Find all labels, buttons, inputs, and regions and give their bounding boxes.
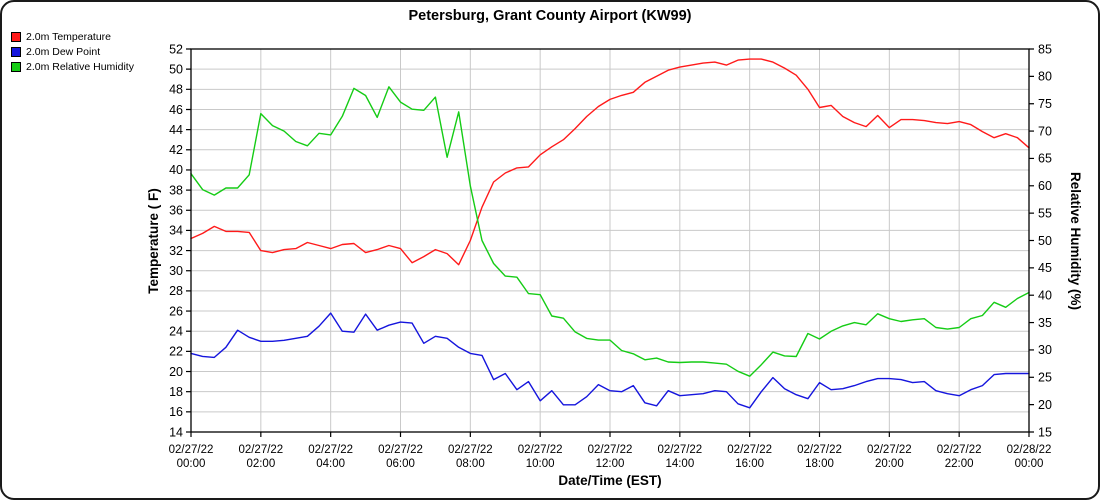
2-0m-relative-humidity-line: [190, 86, 1030, 377]
right-tick-label: 60: [1038, 179, 1052, 193]
right-tick-label: 50: [1038, 234, 1052, 248]
legend-swatch-icon: [11, 31, 21, 42]
legend-item: 2.0m Relative Humidity: [11, 59, 134, 74]
right-tick-label: 25: [1038, 371, 1052, 385]
x-tick-label: 02/27/22 18:00: [797, 444, 842, 470]
right-tick-label: 70: [1038, 124, 1052, 138]
right-tick-label: 15: [1038, 425, 1052, 439]
x-axis-title: Date/Time (EST): [558, 473, 661, 488]
left-tick-label: 20: [169, 365, 183, 379]
left-tick-label: 18: [169, 385, 183, 399]
left-tick-label: 32: [169, 244, 183, 258]
left-tick-label: 34: [169, 224, 183, 238]
left-tick-label: 30: [169, 264, 183, 278]
left-tick-label: 50: [169, 62, 183, 76]
left-tick-label: 16: [169, 405, 183, 419]
right-tick-label: 65: [1038, 152, 1052, 166]
right-tick-label: 20: [1038, 398, 1052, 412]
left-tick-label: 28: [169, 284, 183, 298]
legend-label: 2.0m Relative Humidity: [26, 60, 134, 73]
2-0m-temperature-line: [190, 58, 1030, 266]
legend-item: 2.0m Dew Point: [11, 44, 134, 59]
x-tick-label: 02/27/22 04:00: [308, 444, 353, 470]
data-series: [190, 58, 1030, 409]
x-tick-label: 02/27/22 06:00: [378, 444, 423, 470]
left-tick-label: 46: [169, 103, 183, 117]
x-tick-label: 02/27/22 02:00: [238, 444, 283, 470]
y-axis-left-title: Temperature ( F): [146, 188, 161, 294]
left-tick-label: 36: [169, 204, 183, 218]
legend-label: 2.0m Temperature: [26, 30, 112, 43]
right-tick-label: 45: [1038, 261, 1052, 275]
x-tick-label: 02/27/22 12:00: [588, 444, 633, 470]
x-tick-label: 02/27/22 00:00: [169, 444, 214, 470]
axis-tick-labels: 14 16 18 20 22 24 26 28 30 32 34 36 38 40 42 44 46 48 50 52…: [169, 42, 1052, 470]
left-tick-label: 42: [169, 143, 183, 157]
chart-title: Petersburg, Grant County Airport (KW99): [408, 8, 692, 24]
x-tick-label: 02/27/22 16:00: [727, 444, 772, 470]
left-tick-label: 40: [169, 163, 183, 177]
right-tick-label: 30: [1038, 343, 1052, 357]
y-axis-right-title: Relative Humidity (%): [1068, 172, 1083, 310]
right-tick-label: 35: [1038, 316, 1052, 330]
gridlines: [191, 49, 1029, 432]
axis-ticks: [186, 48, 1034, 437]
right-tick-label: 80: [1038, 70, 1052, 84]
x-tick-label: 02/27/22 22:00: [937, 444, 982, 470]
left-tick-label: 48: [169, 83, 183, 97]
left-tick-label: 44: [169, 123, 183, 137]
left-tick-label: 14: [169, 425, 183, 439]
x-tick-label: 02/27/22 10:00: [518, 444, 563, 470]
x-tick-label: 02/27/22 14:00: [657, 444, 702, 470]
legend: 2.0m Temperature 2.0m Dew Point 2.0m Relat…: [11, 29, 134, 74]
right-tick-label: 75: [1038, 97, 1052, 111]
legend-label: 2.0m Dew Point: [26, 45, 101, 58]
right-tick-label: 55: [1038, 206, 1052, 220]
legend-item: 2.0m Temperature: [11, 29, 134, 44]
x-tick-label: 02/27/22 20:00: [867, 444, 912, 470]
legend-swatch-icon: [11, 46, 21, 57]
left-tick-label: 38: [169, 183, 183, 197]
left-tick-label: 52: [169, 42, 183, 56]
left-tick-label: 22: [169, 345, 183, 359]
legend-swatch-icon: [11, 61, 21, 72]
left-tick-label: 26: [169, 304, 183, 318]
x-tick-label: 02/28/22 00:00: [1007, 444, 1052, 470]
left-tick-label: 24: [169, 325, 183, 339]
right-tick-label: 85: [1038, 42, 1052, 56]
2-0m-dew-point-line: [190, 312, 1030, 409]
plot-border: [190, 48, 1030, 433]
right-tick-label: 40: [1038, 289, 1052, 303]
x-tick-label: 02/27/22 08:00: [448, 444, 493, 470]
